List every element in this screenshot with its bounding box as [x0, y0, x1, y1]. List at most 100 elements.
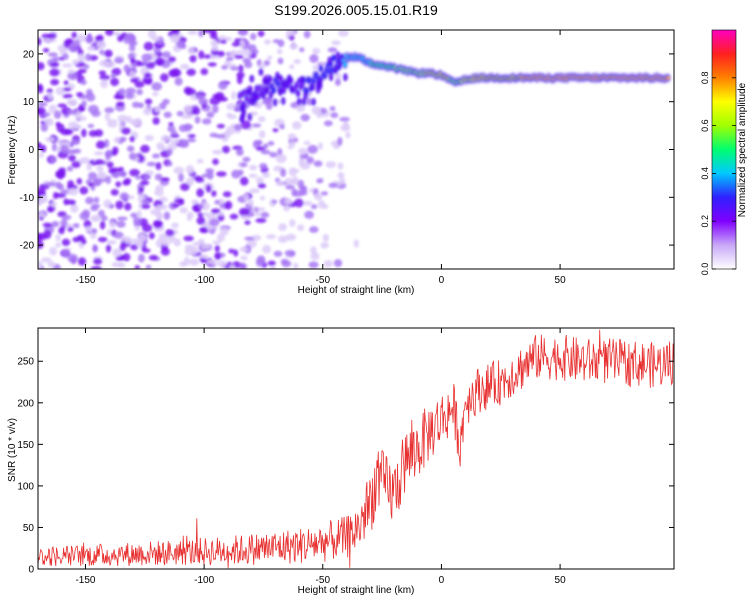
spectrogram-noise-cell	[252, 234, 262, 241]
spectrogram-noise-cell	[60, 218, 68, 228]
spectrogram-noise-cell	[117, 114, 129, 123]
spectrogram-noise-cell	[293, 59, 301, 65]
colorbar-tick-label: 0.2	[700, 215, 710, 228]
spectrogram-noise-cell	[61, 214, 72, 220]
spectrogram-noise-cell	[138, 253, 145, 263]
spectrogram-x-tick-label: -150	[75, 275, 95, 286]
spectrogram-noise-cell	[113, 31, 121, 37]
colorbar-ticks: 0.0 0.2 0.4 0.6 0.8	[700, 72, 736, 276]
spectrogram-noise-cell	[303, 140, 311, 146]
spectrogram-noise-cell	[265, 234, 277, 240]
snr-y-tick-label: 100	[17, 481, 34, 492]
spectrogram-noise-cell	[106, 161, 114, 169]
spectrogram-noise-cell	[255, 257, 265, 267]
spectrogram-noise-cell	[285, 184, 295, 190]
spectrogram-noise-cell	[234, 54, 244, 59]
colorbar-gradient	[712, 30, 736, 269]
spectrogram-noise-cell	[38, 153, 44, 158]
spectrogram-noise-cell	[116, 101, 125, 107]
snr-x-tick-label: -50	[316, 575, 331, 586]
spectrogram-noise-cell	[257, 64, 267, 69]
spectrogram-noise-cell	[287, 133, 297, 140]
snr-panel: -150 -100 -50 0 50 0 50 100 150 200 250 Height of…	[7, 327, 675, 596]
spectrogram-noise-cell	[289, 64, 295, 70]
spectrogram-noise-cell	[90, 266, 102, 269]
spectrogram-noise-cell	[81, 100, 87, 108]
spectrogram-noise-cell	[281, 260, 292, 268]
spectrogram-noise-cell	[119, 236, 131, 242]
spectrogram-feature-cell	[252, 95, 258, 104]
spectrogram-x-tick-label: -50	[316, 275, 331, 286]
spectrogram-noise-cell	[262, 143, 269, 149]
spectrogram-noise-cell	[160, 73, 169, 82]
spectrogram-noise-cell	[198, 50, 205, 60]
spectrogram-noise-cell	[248, 44, 257, 52]
spectrogram-noise-cell	[239, 246, 249, 253]
spectrogram-noise-cell	[272, 128, 279, 133]
spectrogram-noise-cell	[78, 68, 87, 74]
spectrogram-noise-cell	[144, 135, 154, 141]
spectrogram-noise-cell	[154, 57, 165, 66]
snr-series-line	[38, 329, 674, 569]
spectrogram-noise-cell	[287, 144, 294, 150]
spectrogram-noise-cell	[71, 161, 81, 169]
spectrogram-y-tick-label: 20	[23, 49, 35, 60]
spectrogram-noise-cell	[284, 198, 293, 205]
spectrogram-noise-cell	[151, 36, 161, 42]
spectrogram-noise-cell	[255, 146, 266, 151]
spectrogram-noise-cell	[38, 62, 45, 71]
spectrogram-noise-cell	[214, 252, 222, 261]
spectrogram-noise-cell	[72, 148, 82, 154]
spectrogram-noise-cell	[260, 211, 270, 218]
colorbar-frame	[711, 29, 737, 270]
spectrogram-ridge-core	[332, 55, 336, 61]
spectrogram-noise-cell	[38, 261, 43, 269]
spectrogram-noise-cell	[275, 154, 287, 164]
spectrogram-noise-cell	[320, 241, 329, 249]
spectrogram-noise-cell	[130, 244, 139, 251]
spectrogram-noise-cell	[68, 154, 77, 162]
spectrogram-noise-cell	[61, 63, 73, 68]
spectrogram-noise-cell	[170, 130, 178, 135]
spectrogram-noise-cell	[200, 68, 209, 76]
spectrogram-feature-cell	[299, 75, 305, 84]
spectrogram-noise-cell	[261, 99, 271, 105]
spectrogram-noise-cell	[271, 199, 278, 204]
spectrogram-noise-cell	[38, 142, 42, 150]
spectrogram-noise-cell	[214, 199, 220, 205]
spectrogram-noise-cell	[158, 102, 167, 110]
spectrogram-noise-cell	[141, 53, 153, 62]
spectrogram-noise-cell	[203, 54, 212, 59]
spectrogram-noise-cell	[133, 117, 143, 127]
spectrogram-noise-cell	[327, 47, 338, 53]
spectrogram-noise-cell	[186, 177, 195, 186]
spectrogram-noise-cell	[42, 222, 53, 228]
spectrogram-noise-cell	[262, 244, 272, 254]
spectrogram-noise-cell	[285, 233, 297, 241]
spectrogram-noise-cell	[76, 33, 87, 43]
colorbar-tick-label: 0.0	[700, 263, 710, 276]
spectrogram-noise-cell	[303, 30, 311, 39]
spectrogram-noise-cell	[136, 210, 142, 219]
spectrogram-noise-cell	[279, 124, 285, 130]
spectrogram-noise-cell	[86, 162, 93, 171]
spectrogram-noise-cell	[93, 258, 103, 265]
spectrogram-ridge-core	[276, 81, 280, 87]
spectrogram-noise-cell	[294, 198, 304, 208]
spectrogram-feature-cell	[303, 91, 309, 100]
spectrogram-noise-cell	[257, 207, 266, 212]
spectrogram-noise-cell	[167, 125, 176, 132]
spectrogram-noise-cell	[178, 199, 185, 206]
spectrogram-noise-cell	[106, 239, 117, 245]
spectrogram-noise-cell	[292, 121, 302, 130]
spectrogram-noise-cell	[300, 190, 308, 196]
spectrogram-noise-cell	[92, 244, 98, 253]
spectrogram-noise-cell	[337, 172, 345, 179]
spectrogram-noise-cell	[66, 166, 74, 172]
spectrogram-noise-cell	[93, 196, 100, 204]
spectrogram-noise-cell	[99, 220, 106, 230]
spectrogram-noise-cell	[255, 218, 267, 223]
spectrogram-noise-cell	[178, 141, 189, 148]
spectrogram-noise-cell	[113, 231, 124, 239]
spectrogram-noise-cell	[269, 151, 278, 158]
